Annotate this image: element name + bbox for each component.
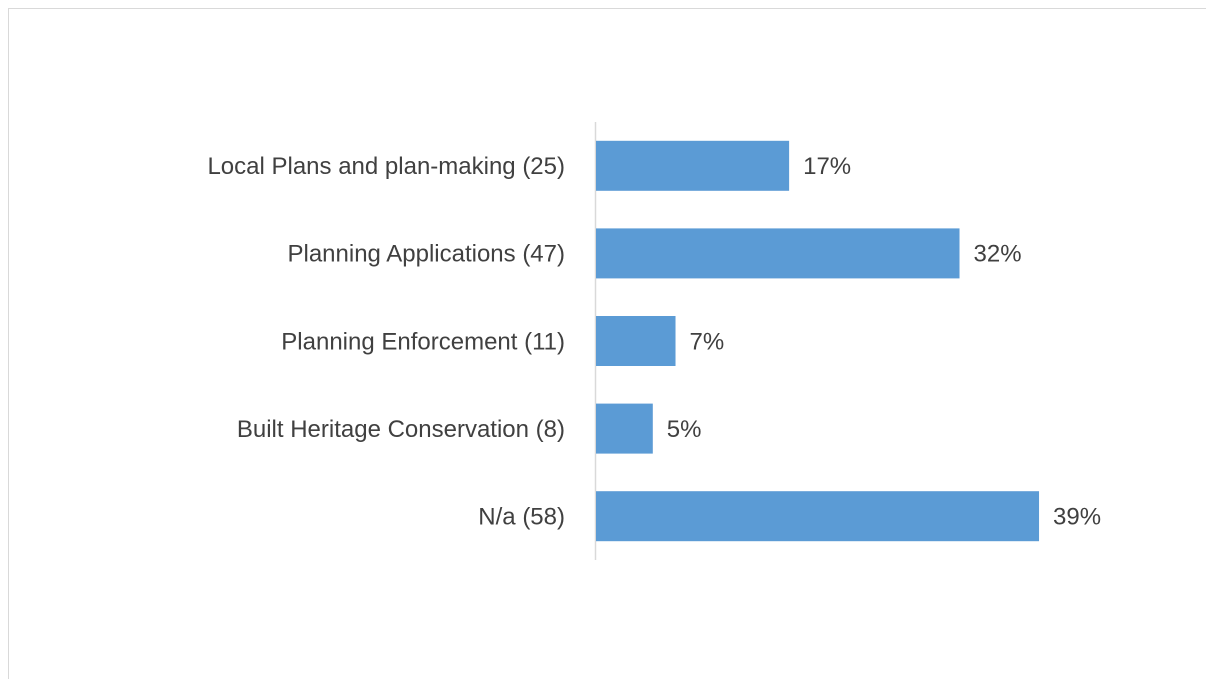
category-label: Planning Enforcement (11)	[281, 328, 565, 355]
category-label: Local Plans and plan-making (25)	[207, 153, 565, 180]
data-label: 5%	[667, 416, 702, 443]
bar	[596, 491, 1040, 542]
data-label: 7%	[690, 328, 725, 355]
category-label: Planning Applications (47)	[287, 241, 565, 268]
data-label: 32%	[974, 241, 1022, 268]
data-label: 17%	[803, 153, 851, 180]
data-label: 39%	[1053, 504, 1101, 531]
category-label: Built Heritage Conservation (8)	[237, 416, 565, 443]
bar	[596, 316, 676, 366]
chart-frame	[8, 8, 1206, 679]
bar	[596, 140, 790, 191]
category-label: N/a (58)	[478, 504, 565, 531]
bar	[596, 403, 653, 454]
bar	[596, 228, 960, 279]
